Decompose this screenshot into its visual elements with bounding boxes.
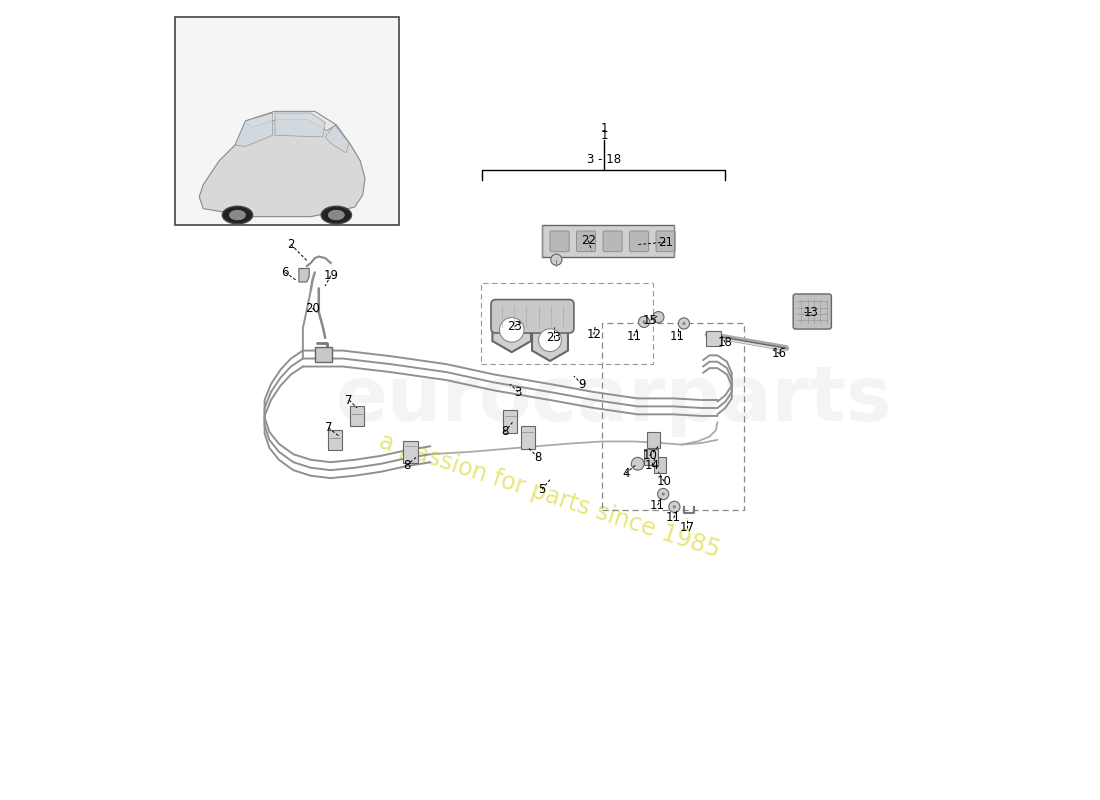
Circle shape	[539, 329, 561, 352]
Circle shape	[661, 493, 664, 496]
FancyBboxPatch shape	[576, 231, 595, 252]
Circle shape	[551, 254, 562, 266]
Polygon shape	[199, 111, 365, 217]
Text: 11: 11	[667, 511, 681, 525]
Text: 12: 12	[586, 328, 602, 341]
Circle shape	[652, 311, 664, 322]
Circle shape	[638, 316, 650, 327]
Circle shape	[658, 489, 669, 500]
Ellipse shape	[222, 206, 253, 224]
Ellipse shape	[230, 210, 245, 220]
Text: 7: 7	[345, 394, 353, 406]
FancyBboxPatch shape	[656, 231, 675, 252]
Circle shape	[679, 318, 690, 329]
Text: 23: 23	[507, 320, 522, 333]
Text: a passion for parts since 1985: a passion for parts since 1985	[376, 429, 724, 562]
Text: 6: 6	[282, 266, 289, 279]
Text: 23: 23	[547, 331, 561, 344]
Text: 10: 10	[642, 450, 657, 462]
Text: 17: 17	[680, 521, 694, 534]
Bar	[328, 430, 342, 450]
Circle shape	[673, 506, 676, 509]
Text: 16: 16	[772, 347, 788, 360]
Polygon shape	[532, 319, 568, 361]
FancyBboxPatch shape	[491, 299, 574, 333]
Text: 22: 22	[581, 234, 596, 247]
Text: 14: 14	[645, 459, 660, 472]
Text: 15: 15	[644, 314, 658, 326]
Bar	[315, 347, 332, 362]
Text: 7: 7	[324, 422, 332, 434]
Bar	[175, 18, 398, 225]
Circle shape	[682, 322, 685, 325]
Circle shape	[631, 458, 645, 470]
Text: 8: 8	[500, 426, 508, 438]
Bar	[647, 432, 660, 448]
Bar	[503, 410, 517, 433]
Text: 1: 1	[601, 129, 608, 142]
Bar	[404, 441, 418, 463]
Text: 8: 8	[403, 459, 410, 472]
FancyBboxPatch shape	[793, 294, 832, 329]
Text: 11: 11	[626, 330, 641, 342]
Text: 8: 8	[535, 451, 541, 464]
Bar	[645, 450, 659, 466]
Text: 3 - 18: 3 - 18	[587, 154, 621, 166]
Circle shape	[499, 318, 524, 342]
Bar	[482, 283, 652, 364]
Bar	[520, 426, 535, 449]
Text: 21: 21	[658, 236, 673, 249]
Text: 9: 9	[579, 378, 585, 390]
Bar	[706, 331, 721, 346]
Polygon shape	[326, 125, 349, 153]
Polygon shape	[235, 113, 273, 146]
FancyBboxPatch shape	[603, 231, 623, 252]
Polygon shape	[245, 111, 337, 130]
Ellipse shape	[329, 210, 344, 220]
Circle shape	[642, 320, 646, 323]
Bar	[542, 225, 673, 257]
Text: eurocarparts: eurocarparts	[336, 363, 892, 437]
FancyBboxPatch shape	[629, 231, 649, 252]
Text: 2: 2	[287, 238, 295, 251]
Text: 19: 19	[323, 269, 339, 282]
Text: 4: 4	[621, 467, 629, 480]
Bar	[602, 322, 744, 510]
Circle shape	[669, 502, 680, 513]
Text: 10: 10	[657, 475, 671, 488]
Polygon shape	[493, 307, 531, 352]
Text: 11: 11	[670, 330, 685, 342]
FancyBboxPatch shape	[550, 231, 569, 252]
Ellipse shape	[321, 206, 352, 224]
Text: 3: 3	[515, 386, 521, 398]
Bar	[653, 458, 667, 474]
Text: 18: 18	[718, 336, 733, 349]
Text: 13: 13	[804, 306, 818, 319]
Bar	[350, 406, 364, 426]
Polygon shape	[299, 269, 309, 282]
Text: 5: 5	[538, 482, 546, 496]
Polygon shape	[275, 113, 326, 137]
Text: 1: 1	[601, 122, 608, 135]
Text: 20: 20	[305, 302, 320, 315]
Text: 11: 11	[650, 498, 666, 512]
